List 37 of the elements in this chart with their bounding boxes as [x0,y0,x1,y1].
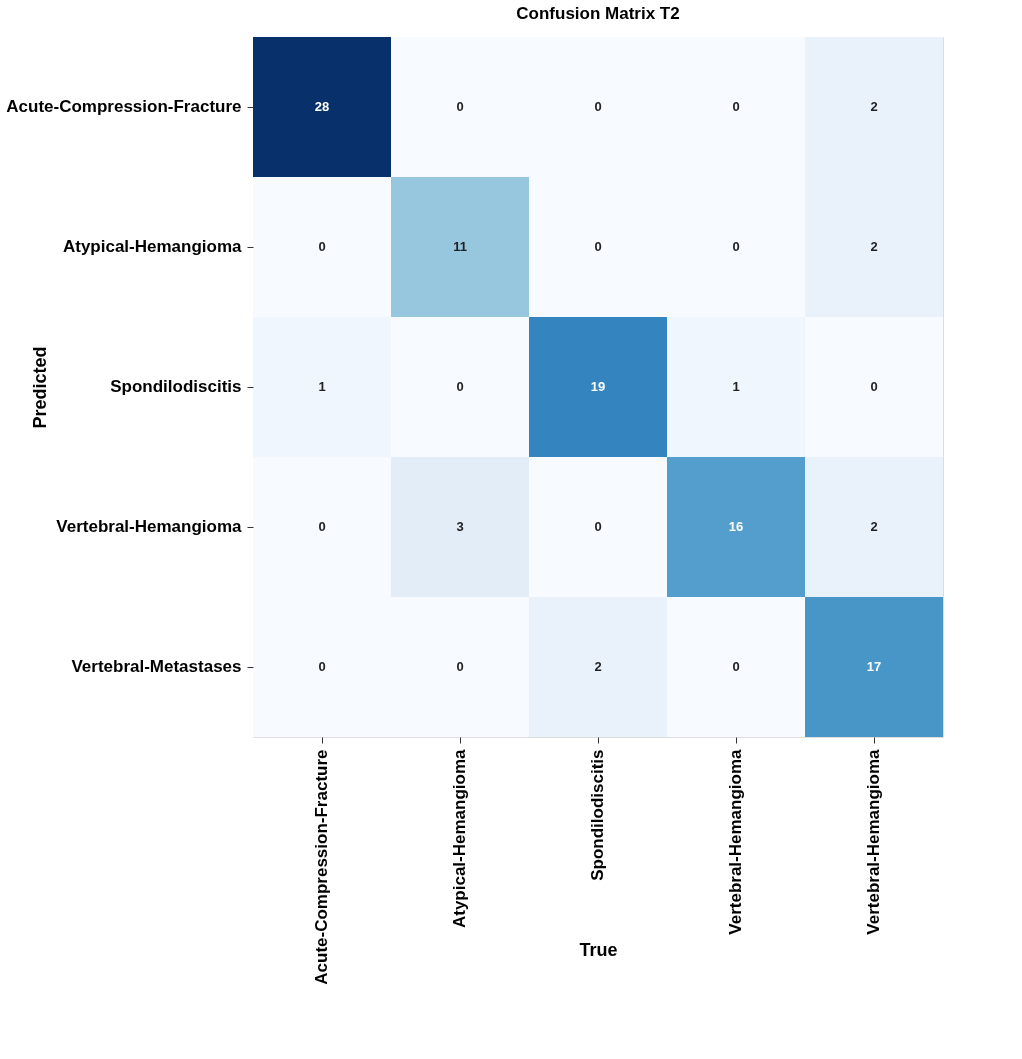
data-label: 0 [318,659,326,674]
x-axis-title: True [579,939,618,960]
data-label: 0 [456,379,464,394]
y-axis-title: Predicted [29,346,50,429]
data-label: 0 [732,239,740,254]
data-label: 0 [594,99,602,114]
data-label: 2 [870,99,878,114]
data-label: 28 [314,99,330,114]
x-tick-label: Vertebral-Hemangioma [726,748,745,935]
chart-title: Confusion Matrix T2 [516,4,680,23]
data-label: 0 [732,659,740,674]
data-label: 0 [456,659,464,674]
data-label: 16 [728,519,744,534]
x-tick-label: Spondilodiscitis [588,749,607,881]
y-tick-label: Vertebral-Metastases [71,657,242,676]
y-tick-label: Vertebral-Hemangioma [56,517,243,536]
data-label: 0 [318,239,326,254]
data-label: 2 [870,519,878,534]
data-label: 19 [590,379,606,394]
x-tick-label: Atypical-Hemangioma [450,748,469,929]
data-label: 2 [870,239,878,254]
data-label: 1 [318,379,326,394]
data-label: 0 [594,519,602,534]
data-label: 11 [453,239,467,254]
x-tick-label: Vertebral-Hemangioma [864,748,883,935]
y-tick-label: Spondilodiscitis [110,377,242,396]
data-label: 0 [456,99,464,114]
data-label: 1 [732,379,740,394]
data-label: 3 [456,519,464,534]
data-label: 0 [318,519,326,534]
y-tick-label: Acute-Compression-Fracture [6,97,242,116]
data-label: 0 [594,239,602,254]
y-tick-label: Atypical-Hemangioma [62,237,243,256]
data-label: 2 [594,659,602,674]
data-label: 0 [732,99,740,114]
data-label: 0 [870,379,878,394]
data-label: 17 [866,659,882,674]
